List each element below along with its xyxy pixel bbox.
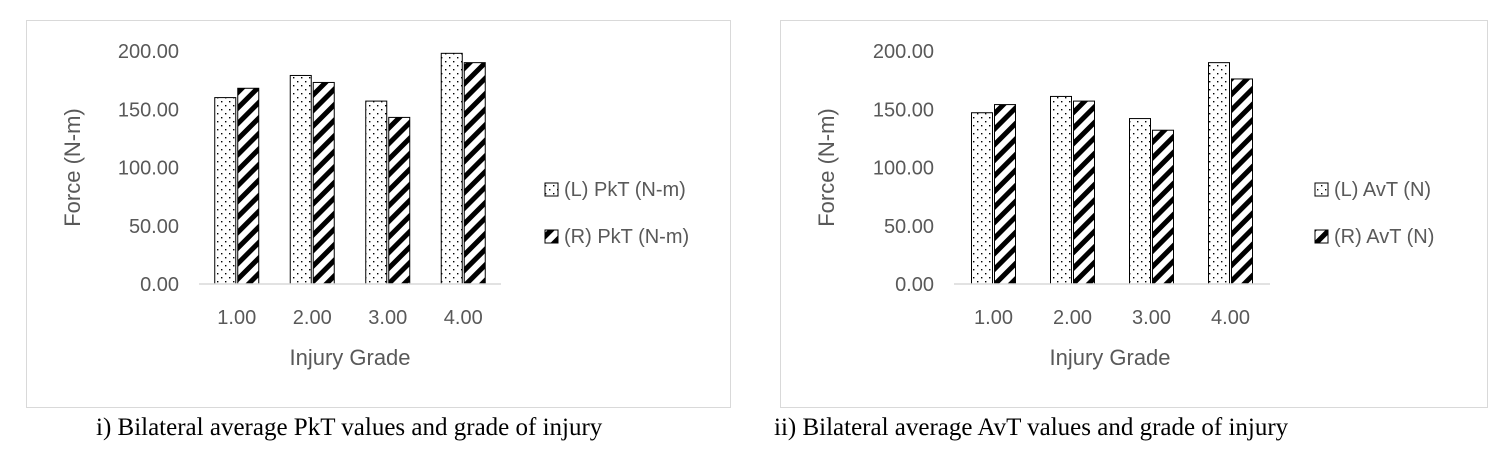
x-tick-label: 1.00 xyxy=(974,307,1013,329)
bar xyxy=(289,74,312,285)
bar xyxy=(440,52,463,285)
bar xyxy=(1152,129,1174,285)
y-tick-label: 0.00 xyxy=(140,274,179,296)
chart-2: 0.00 50.00 100.00 150.00 200.00 1.00 2.00 3.00 4… xyxy=(814,41,1434,370)
y-tick-label: 0.00 xyxy=(895,274,934,296)
legend-label: (L) PkT (N-m) xyxy=(564,179,686,201)
bar xyxy=(1050,95,1072,285)
y-tick-label: 200.00 xyxy=(118,41,179,63)
bar xyxy=(1231,78,1253,285)
x-axis-title: Injury Grade xyxy=(1049,345,1170,370)
x-tick-label: 4.00 xyxy=(1211,307,1250,329)
chart-caption-pkt: i) Bilateral average PkT values and grad… xyxy=(96,414,603,441)
x-tick-label: 2.00 xyxy=(1053,307,1092,329)
bar xyxy=(463,62,486,285)
y-axis-title: Force (N-m) xyxy=(814,108,839,227)
bar xyxy=(388,116,411,285)
x-axis-title: Injury Grade xyxy=(289,345,410,370)
y-tick-label: 50.00 xyxy=(129,216,179,238)
y-tick-label: 100.00 xyxy=(873,158,934,180)
y-tick-label: 150.00 xyxy=(118,99,179,121)
legend-swatch xyxy=(544,182,559,197)
bar xyxy=(1073,100,1095,285)
bar xyxy=(312,81,335,285)
bar xyxy=(971,112,993,285)
x-tick-label: 4.00 xyxy=(444,307,483,329)
legend-label: (R) PkT (N-m) xyxy=(564,226,689,248)
bar xyxy=(1208,62,1230,285)
chart-1: 0.00 50.00 100.00 150.00 200.00 1.00 2.00 3.00 4… xyxy=(60,41,689,370)
chart-caption-avt: ii) Bilateral average AvT values and gra… xyxy=(774,414,1289,441)
x-tick-label: 1.00 xyxy=(217,307,256,329)
y-tick-label: 50.00 xyxy=(884,216,934,238)
legend-swatch xyxy=(1314,229,1329,244)
x-tick-label: 3.00 xyxy=(1132,307,1171,329)
bar xyxy=(1129,118,1151,285)
y-tick-label: 200.00 xyxy=(873,41,934,63)
legend-label: (R) AvT (N) xyxy=(1334,226,1434,248)
bar xyxy=(237,87,260,285)
bar xyxy=(994,104,1016,285)
bar xyxy=(214,97,237,285)
x-tick-label: 2.00 xyxy=(293,307,332,329)
y-tick-label: 100.00 xyxy=(118,158,179,180)
y-tick-label: 150.00 xyxy=(873,99,934,121)
y-axis-title: Force (N-m) xyxy=(60,108,85,227)
legend-swatch xyxy=(544,229,559,244)
x-tick-label: 3.00 xyxy=(368,307,407,329)
legend-swatch xyxy=(1314,182,1329,197)
bar xyxy=(365,100,388,285)
legend-label: (L) AvT (N) xyxy=(1334,179,1431,201)
